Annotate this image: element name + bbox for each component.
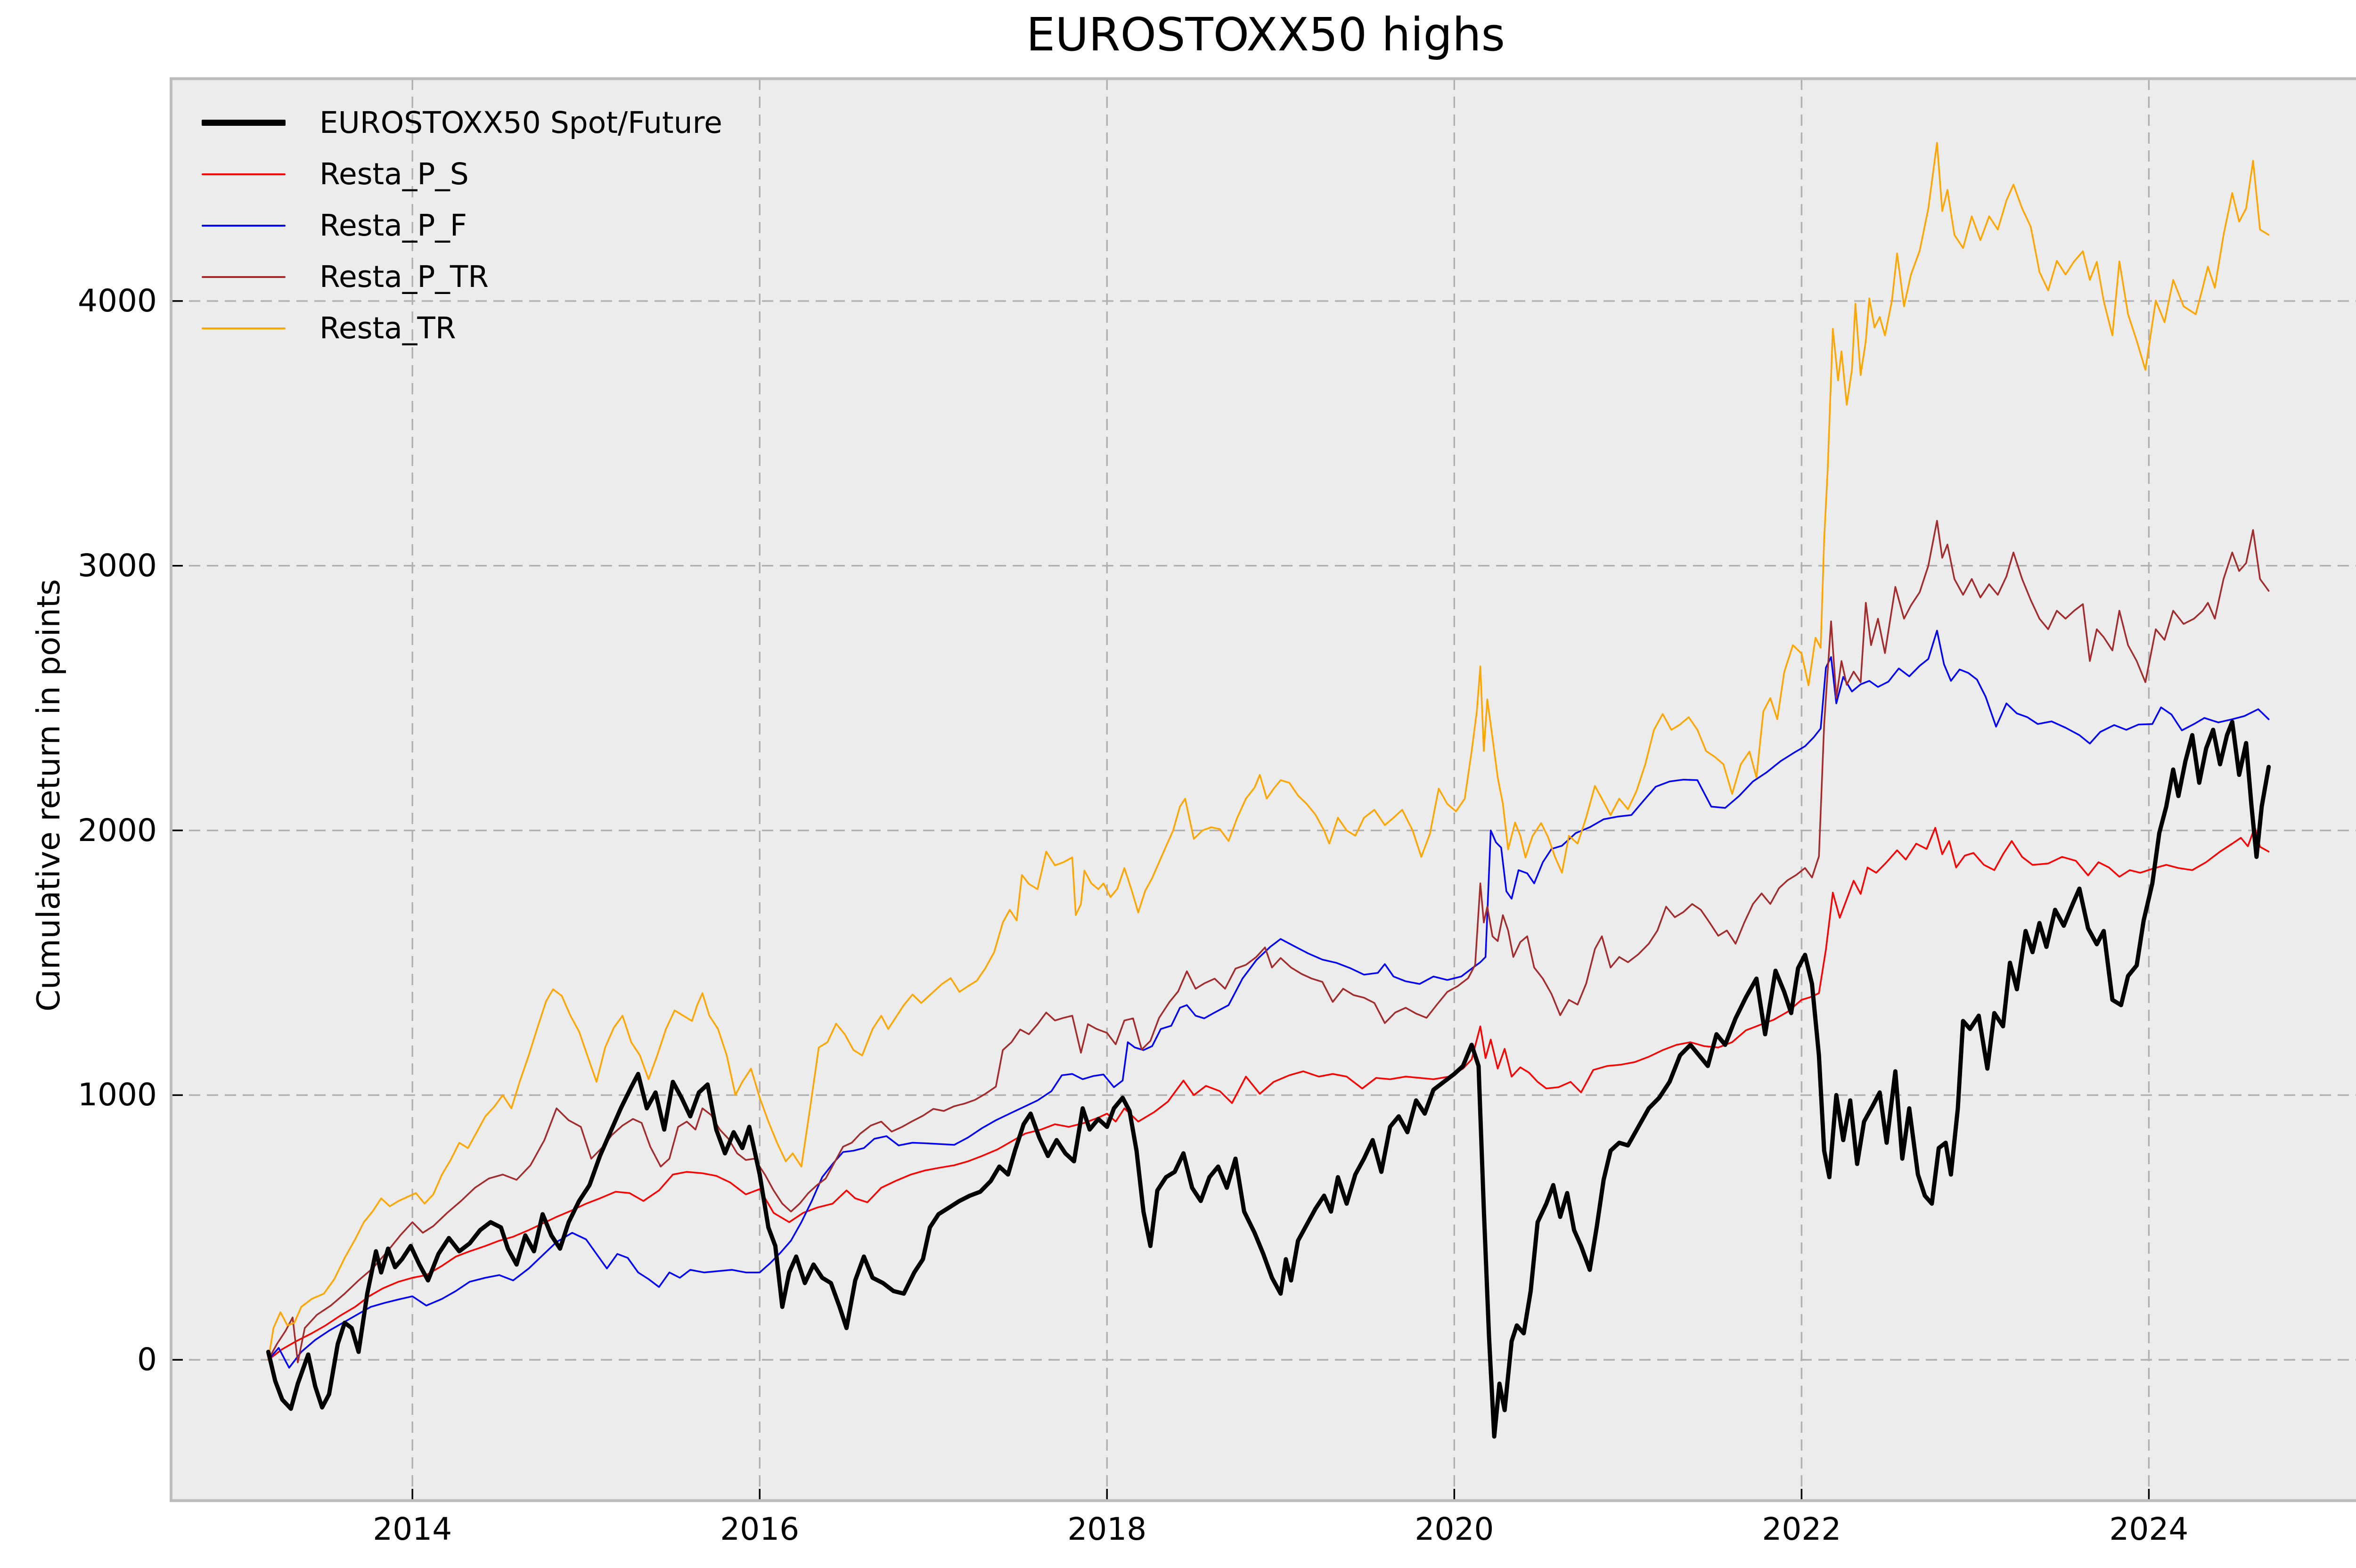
y-tick-label-0: 0 (137, 1341, 157, 1378)
legend-line-sample (202, 327, 286, 329)
legend-label: EUROSTOXX50 Spot/Future (319, 106, 722, 140)
x-tick-label-2014: 2014 (373, 1511, 452, 1547)
legend-line-sample (202, 224, 286, 227)
series-line-resta-p-tr (267, 520, 2270, 1364)
series-line-resta-p-s (267, 826, 2270, 1361)
legend-label: Resta_TR (319, 311, 456, 345)
legend-item-resta-p-s: Resta_P_S (202, 148, 722, 200)
y-tick-label-1000: 1000 (78, 1077, 157, 1113)
legend-item-resta-tr: Resta_TR (202, 302, 722, 354)
series-line-eurostoxx50-spot-future (266, 719, 2271, 1439)
legend-line-sample (202, 120, 286, 126)
legend-label: Resta_P_TR (319, 260, 489, 294)
legend-item-eurostoxx50-spot-future: EUROSTOXX50 Spot/Future (202, 97, 722, 148)
x-tick-label-2024: 2024 (2109, 1511, 2189, 1547)
series-line-resta-tr (267, 142, 2270, 1361)
plot-frame (170, 77, 2356, 1502)
x-tick-label-2018: 2018 (1067, 1511, 1147, 1547)
y-tick-label-3000: 3000 (78, 547, 157, 584)
legend-line-sample (202, 276, 286, 278)
y-tick-label-2000: 2000 (78, 812, 157, 849)
y-axis-label: Cumulative return in points (30, 579, 67, 1012)
legend-label: Resta_P_S (319, 157, 469, 191)
series-line-resta-p-f (267, 629, 2270, 1369)
legend-item-resta-p-tr: Resta_P_TR (202, 251, 722, 302)
x-tick-label-2020: 2020 (1415, 1511, 1494, 1547)
legend-item-resta-p-f: Resta_P_F (202, 200, 722, 251)
x-tick-label-2016: 2016 (720, 1511, 800, 1547)
chart-title: EUROSTOXX50 highs (1026, 8, 1505, 61)
y-tick-label-4000: 4000 (78, 282, 157, 319)
x-tick-label-2022: 2022 (1762, 1511, 1841, 1547)
legend-label: Resta_P_F (319, 208, 467, 243)
legend: EUROSTOXX50 Spot/Future Resta_P_S Resta_P_… (202, 97, 722, 354)
legend-line-sample (202, 173, 286, 175)
